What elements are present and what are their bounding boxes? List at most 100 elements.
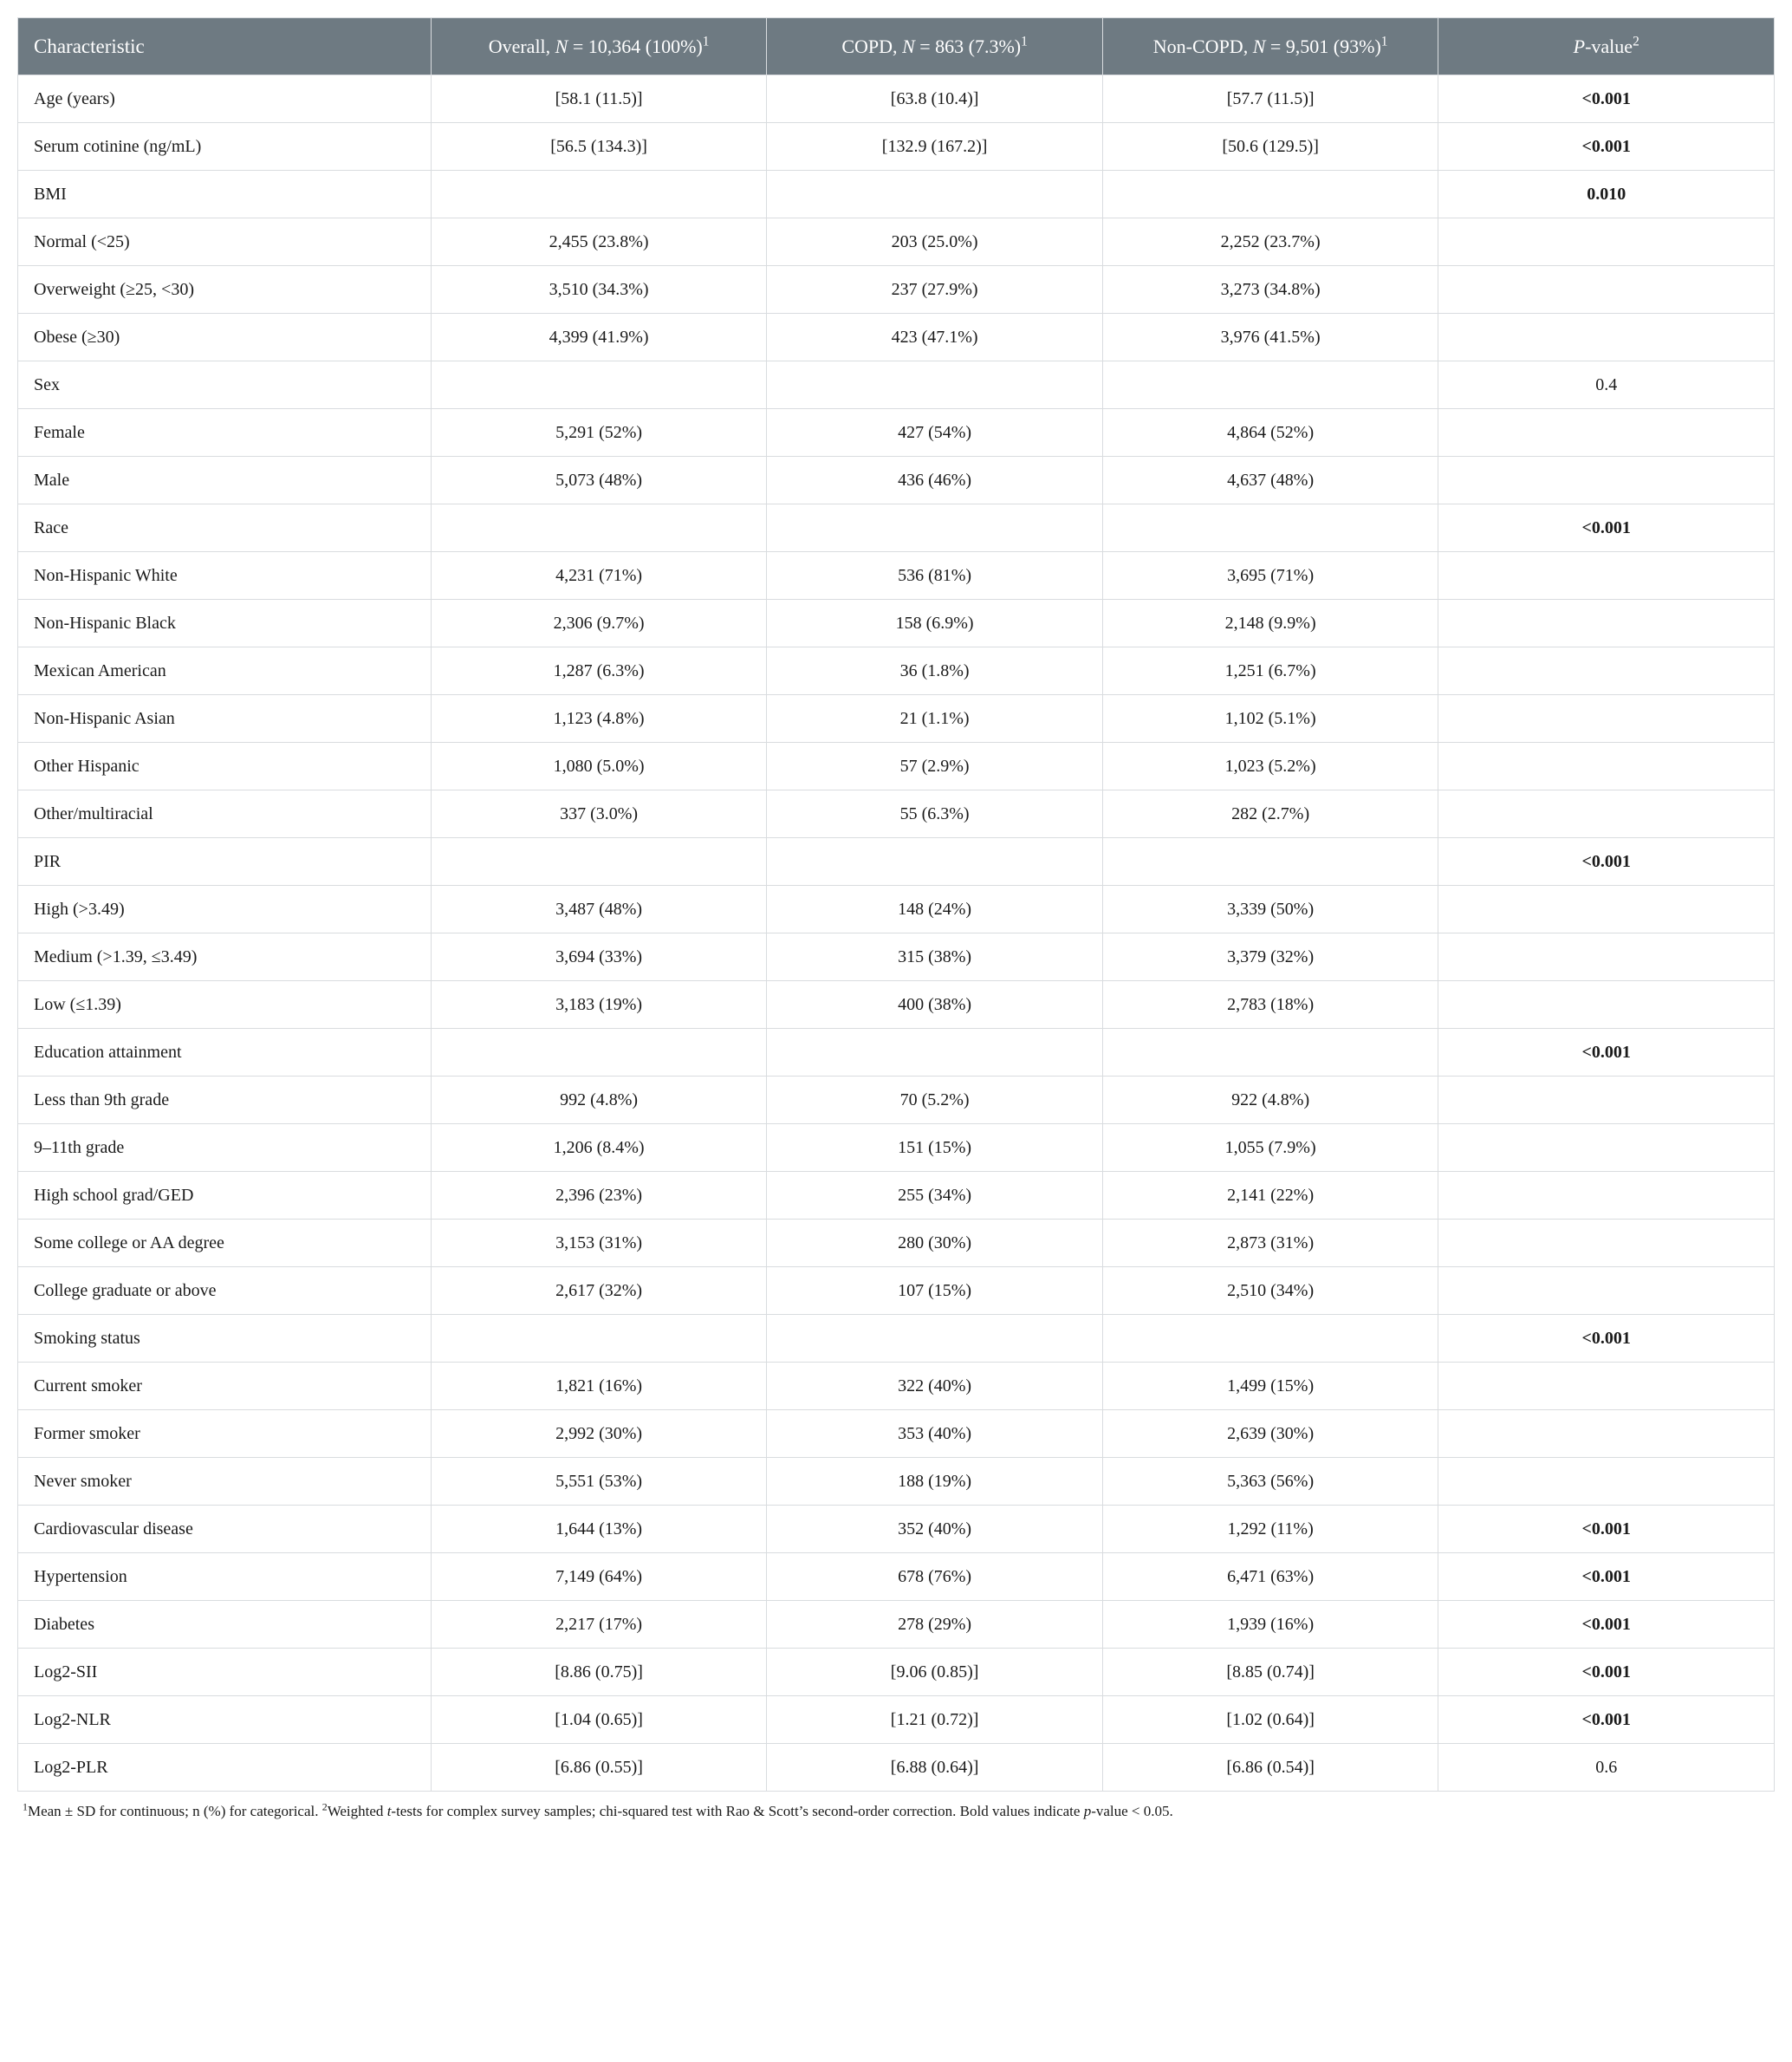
cell-noncopd: 3,339 (50%) xyxy=(1102,886,1438,933)
cell-pval xyxy=(1438,743,1775,790)
cell-char: 9–11th grade xyxy=(18,1124,432,1172)
cell-overall: 5,073 (48%) xyxy=(431,457,767,504)
cell-noncopd: [1.02 (0.64)] xyxy=(1102,1696,1438,1744)
cell-overall: [6.86 (0.55)] xyxy=(431,1744,767,1792)
table-row: Low (≤1.39)3,183 (19%)400 (38%)2,783 (18… xyxy=(18,981,1775,1029)
table-row: Age (years)[58.1 (11.5)][63.8 (10.4)][57… xyxy=(18,75,1775,123)
cell-overall: 1,287 (6.3%) xyxy=(431,647,767,695)
table-row: BMI0.010 xyxy=(18,171,1775,218)
cell-char: High (>3.49) xyxy=(18,886,432,933)
table-row: Medium (>1.39, ≤3.49)3,694 (33%)315 (38%… xyxy=(18,933,1775,981)
cell-char: Normal (<25) xyxy=(18,218,432,266)
cell-noncopd xyxy=(1102,171,1438,218)
cell-overall: 1,206 (8.4%) xyxy=(431,1124,767,1172)
cell-pval xyxy=(1438,1458,1775,1506)
cell-pval: <0.001 xyxy=(1438,1553,1775,1601)
cell-pval: <0.001 xyxy=(1438,1506,1775,1553)
table-row: Former smoker2,992 (30%)353 (40%)2,639 (… xyxy=(18,1410,1775,1458)
cell-char: Female xyxy=(18,409,432,457)
table-row: Overweight (≥25, <30)3,510 (34.3%)237 (2… xyxy=(18,266,1775,314)
cell-overall xyxy=(431,1315,767,1363)
table-row: Normal (<25)2,455 (23.8%)203 (25.0%)2,25… xyxy=(18,218,1775,266)
cell-overall: 337 (3.0%) xyxy=(431,790,767,838)
cell-noncopd xyxy=(1102,361,1438,409)
cell-overall: 3,510 (34.3%) xyxy=(431,266,767,314)
cell-pval xyxy=(1438,266,1775,314)
cell-overall: [58.1 (11.5)] xyxy=(431,75,767,123)
table-row: Non-Hispanic Black2,306 (9.7%)158 (6.9%)… xyxy=(18,600,1775,647)
cell-overall: 1,123 (4.8%) xyxy=(431,695,767,743)
cell-pval xyxy=(1438,647,1775,695)
cell-copd: 255 (34%) xyxy=(767,1172,1103,1220)
cell-noncopd: 3,976 (41.5%) xyxy=(1102,314,1438,361)
table-header: CharacteristicOverall, N = 10,364 (100%)… xyxy=(18,18,1775,75)
cell-copd: [63.8 (10.4)] xyxy=(767,75,1103,123)
cell-noncopd: 2,783 (18%) xyxy=(1102,981,1438,1029)
table-row: Smoking status<0.001 xyxy=(18,1315,1775,1363)
cell-char: Diabetes xyxy=(18,1601,432,1649)
cell-pval xyxy=(1438,600,1775,647)
cell-copd: [9.06 (0.85)] xyxy=(767,1649,1103,1696)
cell-overall: 5,291 (52%) xyxy=(431,409,767,457)
cell-pval: <0.001 xyxy=(1438,1696,1775,1744)
cell-pval xyxy=(1438,1220,1775,1267)
cell-copd: 536 (81%) xyxy=(767,552,1103,600)
cell-noncopd: 1,499 (15%) xyxy=(1102,1363,1438,1410)
cell-pval: <0.001 xyxy=(1438,838,1775,886)
table-row: Log2-NLR[1.04 (0.65)][1.21 (0.72)][1.02 … xyxy=(18,1696,1775,1744)
cell-char: Mexican American xyxy=(18,647,432,695)
cell-overall: 2,217 (17%) xyxy=(431,1601,767,1649)
cell-copd: 107 (15%) xyxy=(767,1267,1103,1315)
cell-overall xyxy=(431,504,767,552)
cell-noncopd: 1,102 (5.1%) xyxy=(1102,695,1438,743)
cell-char: Never smoker xyxy=(18,1458,432,1506)
cell-copd: 278 (29%) xyxy=(767,1601,1103,1649)
cell-noncopd: [8.85 (0.74)] xyxy=(1102,1649,1438,1696)
table-row: Current smoker1,821 (16%)322 (40%)1,499 … xyxy=(18,1363,1775,1410)
cell-noncopd xyxy=(1102,1315,1438,1363)
cell-copd: 237 (27.9%) xyxy=(767,266,1103,314)
cell-pval xyxy=(1438,552,1775,600)
cell-overall: 2,455 (23.8%) xyxy=(431,218,767,266)
table-row: Education attainment<0.001 xyxy=(18,1029,1775,1077)
cell-copd: 55 (6.3%) xyxy=(767,790,1103,838)
cell-noncopd xyxy=(1102,1029,1438,1077)
cell-char: PIR xyxy=(18,838,432,886)
cell-copd: 353 (40%) xyxy=(767,1410,1103,1458)
table-row: Non-Hispanic Asian1,123 (4.8%)21 (1.1%)1… xyxy=(18,695,1775,743)
cell-pval: 0.010 xyxy=(1438,171,1775,218)
cell-copd: 70 (5.2%) xyxy=(767,1077,1103,1124)
cell-char: Other/multiracial xyxy=(18,790,432,838)
cell-noncopd: 2,148 (9.9%) xyxy=(1102,600,1438,647)
cell-overall: 2,617 (32%) xyxy=(431,1267,767,1315)
cell-noncopd: 2,141 (22%) xyxy=(1102,1172,1438,1220)
cell-copd: 678 (76%) xyxy=(767,1553,1103,1601)
cell-pval xyxy=(1438,409,1775,457)
table-row: Serum cotinine (ng/mL)[56.5 (134.3)][132… xyxy=(18,123,1775,171)
cell-char: Less than 9th grade xyxy=(18,1077,432,1124)
cell-pval xyxy=(1438,1410,1775,1458)
cell-char: Male xyxy=(18,457,432,504)
cell-copd xyxy=(767,1029,1103,1077)
cell-copd: [132.9 (167.2)] xyxy=(767,123,1103,171)
table-row: Mexican American1,287 (6.3%)36 (1.8%)1,2… xyxy=(18,647,1775,695)
table-row: Other Hispanic1,080 (5.0%)57 (2.9%)1,023… xyxy=(18,743,1775,790)
table-row: Non-Hispanic White4,231 (71%)536 (81%)3,… xyxy=(18,552,1775,600)
cell-char: Non-Hispanic White xyxy=(18,552,432,600)
cell-copd: 57 (2.9%) xyxy=(767,743,1103,790)
cell-overall xyxy=(431,171,767,218)
column-header-copd: COPD, N = 863 (7.3%)1 xyxy=(767,18,1103,75)
cell-char: Hypertension xyxy=(18,1553,432,1601)
cell-pval: <0.001 xyxy=(1438,75,1775,123)
column-header-pval: P-value2 xyxy=(1438,18,1775,75)
cell-overall: [56.5 (134.3)] xyxy=(431,123,767,171)
cell-char: Other Hispanic xyxy=(18,743,432,790)
cell-char: Overweight (≥25, <30) xyxy=(18,266,432,314)
cell-noncopd: 2,510 (34%) xyxy=(1102,1267,1438,1315)
table-footnote: 1Mean ± SD for continuous; n (%) for cat… xyxy=(17,1792,1775,1828)
cell-char: Log2-NLR xyxy=(18,1696,432,1744)
cell-noncopd: 3,379 (32%) xyxy=(1102,933,1438,981)
cell-noncopd xyxy=(1102,838,1438,886)
table-body: Age (years)[58.1 (11.5)][63.8 (10.4)][57… xyxy=(18,75,1775,1792)
cell-char: Non-Hispanic Black xyxy=(18,600,432,647)
